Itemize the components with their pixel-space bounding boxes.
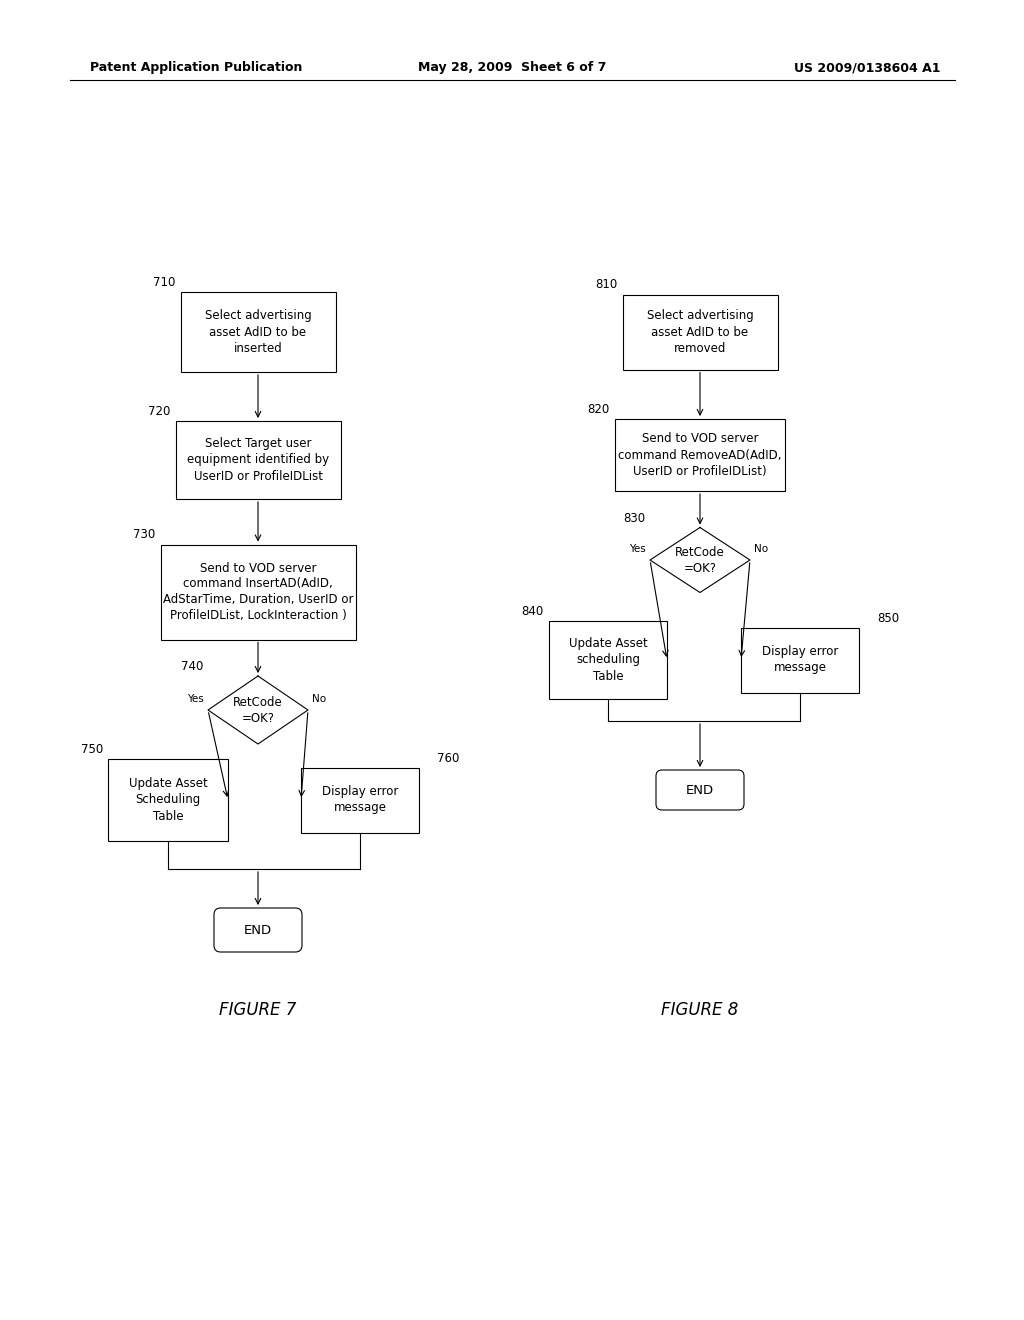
Text: Yes: Yes xyxy=(630,544,646,554)
Text: Send to VOD server
command RemoveAD(AdID,
UserID or ProfileIDList): Send to VOD server command RemoveAD(AdID… xyxy=(618,433,781,478)
Text: 750: 750 xyxy=(81,743,103,756)
Text: No: No xyxy=(312,694,326,704)
Text: END: END xyxy=(244,924,272,936)
Bar xyxy=(615,418,785,491)
FancyBboxPatch shape xyxy=(656,770,744,810)
Text: 730: 730 xyxy=(133,528,156,541)
Text: Display error
message: Display error message xyxy=(322,785,398,814)
Bar xyxy=(180,292,336,372)
Bar xyxy=(741,627,859,693)
Text: Select advertising
asset AdID to be
inserted: Select advertising asset AdID to be inse… xyxy=(205,309,311,355)
Text: 830: 830 xyxy=(623,511,645,524)
Text: Select Target user
equipment identified by
UserID or ProfileIDList: Select Target user equipment identified … xyxy=(187,437,329,483)
Bar xyxy=(301,767,419,833)
Text: RetCode
=OK?: RetCode =OK? xyxy=(233,696,283,725)
Text: Update Asset
scheduling
Table: Update Asset scheduling Table xyxy=(568,638,647,682)
Text: US 2009/0138604 A1: US 2009/0138604 A1 xyxy=(794,62,940,74)
Text: 720: 720 xyxy=(148,405,171,418)
Bar xyxy=(175,421,341,499)
Bar xyxy=(623,294,777,370)
FancyBboxPatch shape xyxy=(214,908,302,952)
Text: RetCode
=OK?: RetCode =OK? xyxy=(675,545,725,574)
Text: 820: 820 xyxy=(588,403,610,416)
Text: 760: 760 xyxy=(437,751,460,764)
Text: Yes: Yes xyxy=(187,694,204,704)
Text: FIGURE 7: FIGURE 7 xyxy=(219,1001,297,1019)
Text: May 28, 2009  Sheet 6 of 7: May 28, 2009 Sheet 6 of 7 xyxy=(418,62,606,74)
Text: 850: 850 xyxy=(877,611,899,624)
Text: Display error
message: Display error message xyxy=(762,645,839,675)
Bar xyxy=(549,620,667,700)
Bar xyxy=(108,759,228,841)
Text: Select advertising
asset AdID to be
removed: Select advertising asset AdID to be remo… xyxy=(646,309,754,355)
Text: Send to VOD server
command InsertAD(AdID,
AdStarTime, Duration, UserID or
Profil: Send to VOD server command InsertAD(AdID… xyxy=(163,561,353,623)
Text: No: No xyxy=(754,544,768,554)
Text: END: END xyxy=(686,784,714,796)
Text: 810: 810 xyxy=(595,279,617,292)
Text: 840: 840 xyxy=(522,605,544,618)
Text: FIGURE 8: FIGURE 8 xyxy=(662,1001,738,1019)
Text: 740: 740 xyxy=(180,660,203,673)
Text: Update Asset
Scheduling
Table: Update Asset Scheduling Table xyxy=(129,777,208,822)
Bar xyxy=(161,544,355,639)
Text: 710: 710 xyxy=(154,276,175,289)
Text: Patent Application Publication: Patent Application Publication xyxy=(90,62,302,74)
